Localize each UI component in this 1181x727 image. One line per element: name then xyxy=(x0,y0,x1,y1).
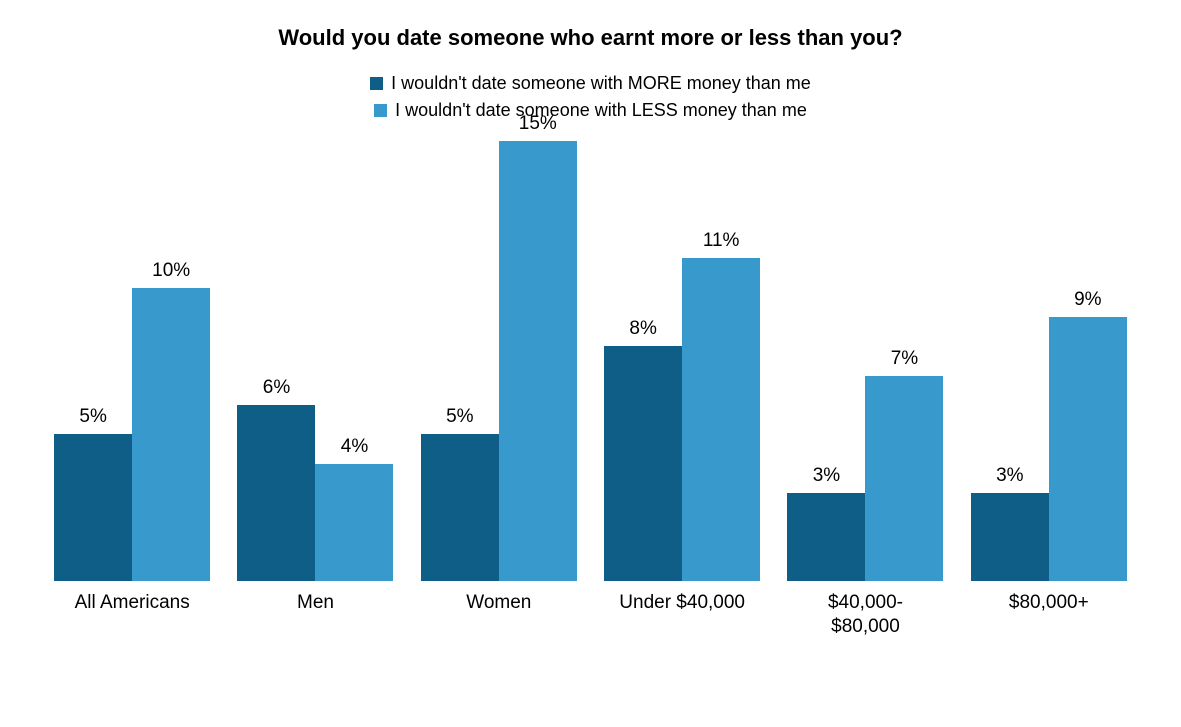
bar: 3% xyxy=(971,493,1049,581)
legend: I wouldn't date someone with MORE money … xyxy=(40,73,1141,121)
bar-group: 8%11% xyxy=(590,258,773,581)
legend-item-more: I wouldn't date someone with MORE money … xyxy=(370,73,811,94)
bar: 5% xyxy=(421,434,499,581)
bar-group: 3%9% xyxy=(957,317,1140,581)
legend-swatch-less xyxy=(374,104,387,117)
bar-group: 5%15% xyxy=(407,141,590,581)
bar: 6% xyxy=(237,405,315,581)
bar-value-label: 15% xyxy=(519,113,557,135)
x-axis-label: All Americans xyxy=(41,591,224,639)
bar-value-label: 5% xyxy=(446,406,473,428)
bar-value-label: 9% xyxy=(1074,289,1101,311)
legend-label-less: I wouldn't date someone with LESS money … xyxy=(395,100,807,121)
bar: 8% xyxy=(604,346,682,581)
bar-value-label: 3% xyxy=(996,465,1023,487)
x-axis-label: Under $40,000 xyxy=(590,591,773,639)
bar: 15% xyxy=(499,141,577,581)
x-axis-label: $40,000- $80,000 xyxy=(774,591,957,639)
chart-title: Would you date someone who earnt more or… xyxy=(40,25,1141,51)
bar-value-label: 10% xyxy=(152,260,190,282)
x-axis-labels: All AmericansMenWomenUnder $40,000$40,00… xyxy=(41,591,1141,639)
bar: 5% xyxy=(54,434,132,581)
bar-group: 3%7% xyxy=(774,376,957,581)
chart-container: Would you date someone who earnt more or… xyxy=(0,0,1181,727)
bar: 7% xyxy=(865,376,943,581)
x-axis-label: Men xyxy=(224,591,407,639)
bar-value-label: 7% xyxy=(891,348,918,370)
legend-label-more: I wouldn't date someone with MORE money … xyxy=(391,73,811,94)
bar-value-label: 8% xyxy=(629,318,656,340)
bar: 10% xyxy=(132,288,210,581)
legend-item-less: I wouldn't date someone with LESS money … xyxy=(374,100,807,121)
bar: 3% xyxy=(787,493,865,581)
bar-value-label: 6% xyxy=(263,377,290,399)
bar-value-label: 4% xyxy=(341,436,368,458)
plot-area: 5%10%6%4%5%15%8%11%3%7%3%9% xyxy=(41,141,1141,581)
x-axis-label: Women xyxy=(407,591,590,639)
bar-group: 5%10% xyxy=(41,288,224,581)
x-axis-label: $80,000+ xyxy=(957,591,1140,639)
bar-group: 6%4% xyxy=(224,405,407,581)
bar-groups: 5%10%6%4%5%15%8%11%3%7%3%9% xyxy=(41,141,1141,581)
bar-value-label: 5% xyxy=(79,406,106,428)
bar: 11% xyxy=(682,258,760,581)
bar-value-label: 11% xyxy=(703,230,740,252)
bar: 9% xyxy=(1049,317,1127,581)
legend-swatch-more xyxy=(370,77,383,90)
bar-value-label: 3% xyxy=(813,465,840,487)
bar: 4% xyxy=(315,464,393,581)
